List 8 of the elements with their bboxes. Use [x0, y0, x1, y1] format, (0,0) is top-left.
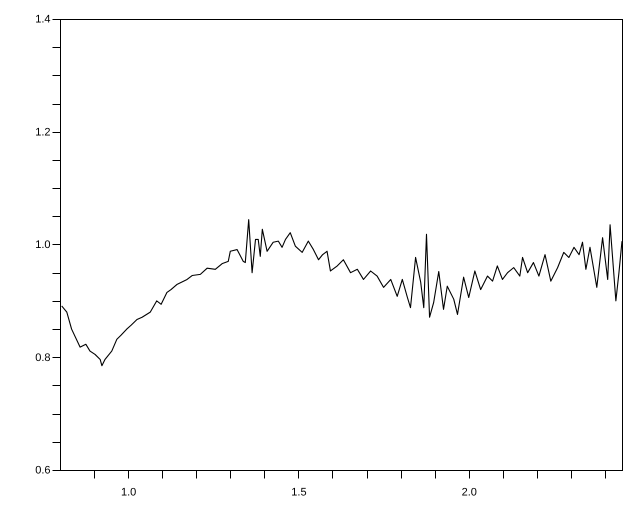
y-tick-label: 1.0 [35, 239, 50, 251]
x-tick-label: 1.5 [291, 486, 307, 498]
y-tick-label: 0.8 [35, 352, 50, 364]
y-tick-label: 1.2 [35, 126, 50, 138]
y-tick-label: 1.4 [35, 14, 50, 26]
y-tick-label: 0.6 [35, 464, 50, 476]
x-tick-label: 2.0 [462, 486, 477, 498]
x-tick-label: 1.0 [120, 486, 136, 498]
